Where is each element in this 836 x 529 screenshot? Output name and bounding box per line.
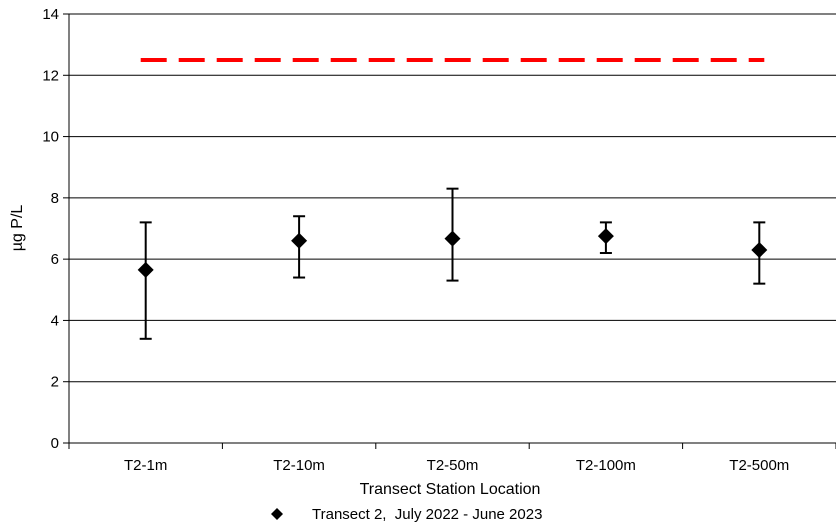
y-tick-label: 14	[42, 6, 59, 23]
x-tick-label: T2-10m	[273, 457, 325, 474]
y-tick-label: 6	[51, 251, 59, 268]
y-tick-label: 2	[51, 374, 59, 391]
legend-diamond-marker	[271, 508, 283, 520]
x-tick-label: T2-50m	[427, 457, 479, 474]
x-tick-label: T2-1m	[124, 457, 167, 474]
y-tick-labels: 0 2 4 6 8 10 12 14	[42, 6, 69, 452]
error-bars	[139, 187, 766, 340]
data-points	[137, 228, 768, 278]
x-tick-label: T2-500m	[729, 457, 789, 474]
x-tick-label: T2-100m	[576, 457, 636, 474]
data-point-diamond	[751, 241, 768, 258]
axes	[68, 14, 836, 444]
y-tick-label: 4	[51, 312, 59, 329]
y-axis-title: µg P/L	[9, 205, 26, 252]
data-point-diamond	[137, 261, 154, 278]
x-axis-title: Transect Station Location	[360, 481, 541, 498]
legend-label: Transect 2, July 2022 - June 2023	[312, 506, 542, 523]
legend: Transect 2, July 2022 - June 2023	[271, 506, 542, 523]
y-tick-label: 8	[51, 190, 59, 207]
x-tick-labels: T2-1m T2-10m T2-50m T2-100m T2-500m	[68, 443, 836, 474]
y-tick-label: 0	[51, 435, 59, 452]
y-tick-label: 12	[42, 67, 59, 84]
data-point-diamond	[597, 228, 614, 245]
data-point-diamond	[444, 230, 461, 247]
data-point-diamond	[291, 232, 308, 249]
y-tick-label: 10	[42, 129, 59, 146]
